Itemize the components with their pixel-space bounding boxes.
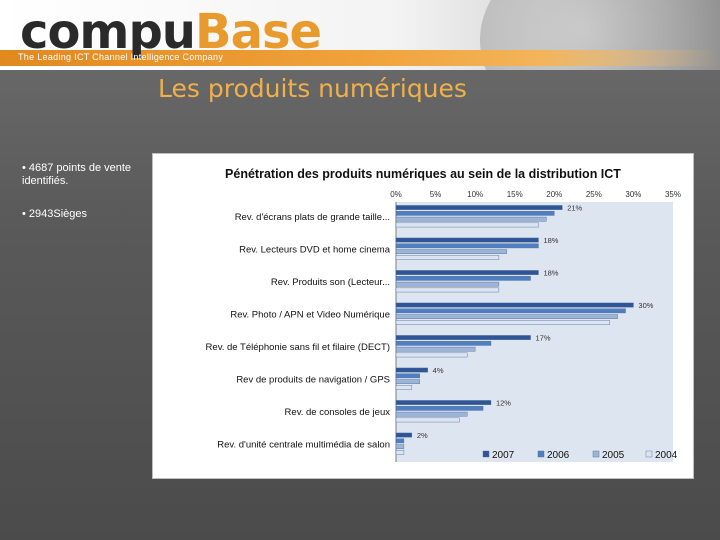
data-label: 30% — [638, 301, 653, 310]
x-tick-label: 30% — [625, 190, 641, 199]
bar-2004 — [395, 385, 413, 390]
legend-label-2007: 2007 — [492, 450, 515, 461]
bar-2006 — [395, 308, 626, 314]
chart-frame: Pénétration des produits numériques au s… — [152, 153, 694, 479]
legend-label-2004: 2004 — [655, 450, 678, 461]
x-tick-label: 20% — [546, 190, 562, 199]
category-label: Rev. de consoles de jeux — [285, 407, 391, 418]
data-label: 21% — [567, 203, 582, 212]
bar-2007 — [395, 270, 539, 275]
legend-label-2006: 2006 — [547, 450, 570, 461]
bar-2007 — [395, 367, 428, 373]
x-tick-label: 0% — [390, 190, 402, 199]
data-label: 12% — [496, 398, 511, 407]
x-tick-label: 10% — [467, 190, 483, 199]
category-label: Rev. Produits son (Lecteur... — [271, 277, 390, 288]
bar-2006 — [395, 211, 555, 216]
category-label: Rev de produits de navigation / GPS — [236, 374, 390, 385]
bar-2007 — [395, 302, 634, 308]
bar-2004 — [395, 352, 468, 358]
chart-title: Pénétration des produits numériques au s… — [225, 167, 621, 181]
legend-swatch-2006 — [537, 450, 545, 458]
bar-2006 — [395, 406, 484, 411]
bar-2007 — [395, 400, 492, 405]
penetration-bar-chart: Pénétration des produits numériques au s… — [206, 167, 681, 462]
bar-2006 — [395, 438, 405, 444]
bar-2006 — [395, 341, 492, 346]
legend-label-2005: 2005 — [602, 450, 625, 461]
bar-2004 — [395, 287, 500, 293]
bar-2005 — [395, 444, 405, 449]
bar-2007 — [395, 237, 539, 243]
company-tagline: The Leading ICT Channel Intelligence Com… — [18, 52, 224, 62]
bar-2004 — [395, 320, 610, 325]
category-label: Rev. d'unité centrale multimédia de salo… — [217, 439, 390, 450]
bullet-headquarters: • 2943Sièges — [22, 208, 88, 220]
legend-swatch-2005 — [592, 450, 600, 458]
bar-2006 — [395, 276, 531, 281]
x-tick-label: 15% — [507, 190, 523, 199]
bar-2006 — [395, 373, 420, 379]
bar-2004 — [395, 417, 460, 423]
bar-2006 — [395, 243, 539, 249]
data-label: 18% — [543, 236, 558, 245]
category-label: Rev. d'écrans plats de grande taille... — [235, 212, 390, 223]
bar-2004 — [395, 222, 539, 228]
company-logo: compuBase — [20, 4, 322, 60]
category-label: Rev. Photo / APN et Video Numérique — [230, 309, 390, 320]
category-label: Rev. Lecteurs DVD et home cinema — [239, 244, 391, 255]
bar-2005 — [395, 249, 508, 254]
bar-2007 — [395, 335, 531, 340]
x-tick-label: 5% — [430, 190, 442, 199]
bar-2005 — [395, 216, 547, 222]
data-label: 2% — [417, 431, 428, 440]
bar-2005 — [395, 346, 476, 352]
bar-2005 — [395, 314, 618, 319]
bar-2004 — [395, 255, 500, 260]
legend-swatch-2007 — [482, 450, 490, 458]
data-label: 17% — [536, 333, 551, 342]
legend-swatch-2004 — [645, 450, 653, 458]
category-label: Rev. de Téléphonie sans fil et filaire (… — [206, 342, 390, 353]
bar-2007 — [395, 432, 413, 438]
bar-2004 — [395, 450, 405, 455]
bullet-list: • 4687 points de vente identifiés. • 294… — [22, 162, 142, 241]
data-label: 18% — [543, 268, 558, 277]
x-tick-label: 35% — [665, 190, 681, 199]
slide-title: Les produits numériques — [158, 74, 467, 103]
bullet-points-of-sale: • 4687 points de vente identifiés. — [22, 162, 132, 187]
header-banner: compuBase The Leading ICT Channel Intell… — [0, 0, 720, 70]
bar-2005 — [395, 281, 500, 287]
bar-2007 — [395, 205, 563, 210]
orange-band — [0, 50, 720, 66]
bar-2005 — [395, 411, 468, 417]
data-label: 4% — [433, 366, 444, 375]
x-tick-label: 25% — [586, 190, 602, 199]
bar-2005 — [395, 379, 420, 384]
